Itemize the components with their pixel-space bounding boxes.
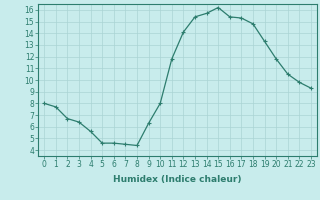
- X-axis label: Humidex (Indice chaleur): Humidex (Indice chaleur): [113, 175, 242, 184]
